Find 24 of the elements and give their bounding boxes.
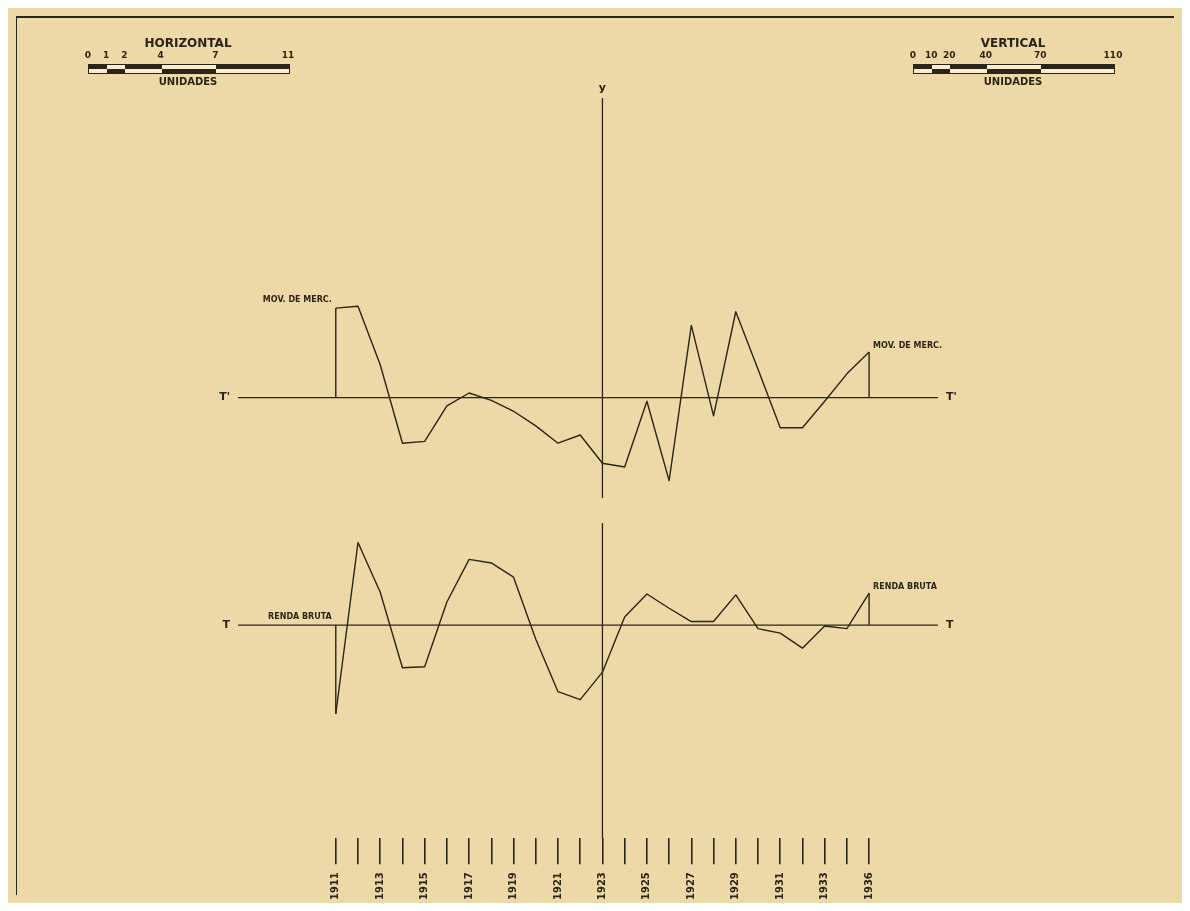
x-tick-label: 1936 — [862, 872, 874, 901]
text: T — [946, 617, 954, 631]
x-tick-label: 1931 — [773, 872, 785, 901]
x-tick-label: 1913 — [373, 872, 385, 901]
x-tick-label: 1929 — [729, 872, 741, 901]
horizontal-scale: HORIZONTAL 0 1 2 4 7 11 UNIDADES — [83, 36, 296, 87]
text: T' — [946, 390, 957, 404]
x-tick-label: 1921 — [551, 872, 563, 901]
text: MOV. DE MERC. — [262, 295, 332, 305]
x-tick-label: 1919 — [507, 872, 519, 901]
x-tick-label: 1923 — [596, 872, 608, 901]
ref-line-label: T — [222, 617, 231, 631]
x-tick-label: 1917 — [462, 872, 474, 901]
series-label: RENDA BRUTA — [873, 582, 938, 592]
ref-line-label: T' — [219, 390, 230, 404]
x-tick-label: 1911 — [329, 872, 341, 901]
vertical-scale: VERTICAL 0 10 20 40 70 110 UNIDADES — [908, 36, 1123, 87]
series-label: MOV. DE MERC. — [873, 340, 943, 350]
x-tick-label: 1915 — [418, 872, 430, 901]
ref-line-label: y — [598, 81, 607, 95]
x-tick-label: 1927 — [684, 872, 696, 901]
x-tick-label: 1933 — [818, 872, 830, 901]
text: RENDA BRUTA — [268, 612, 332, 622]
x-tick-label: 1925 — [640, 872, 652, 901]
